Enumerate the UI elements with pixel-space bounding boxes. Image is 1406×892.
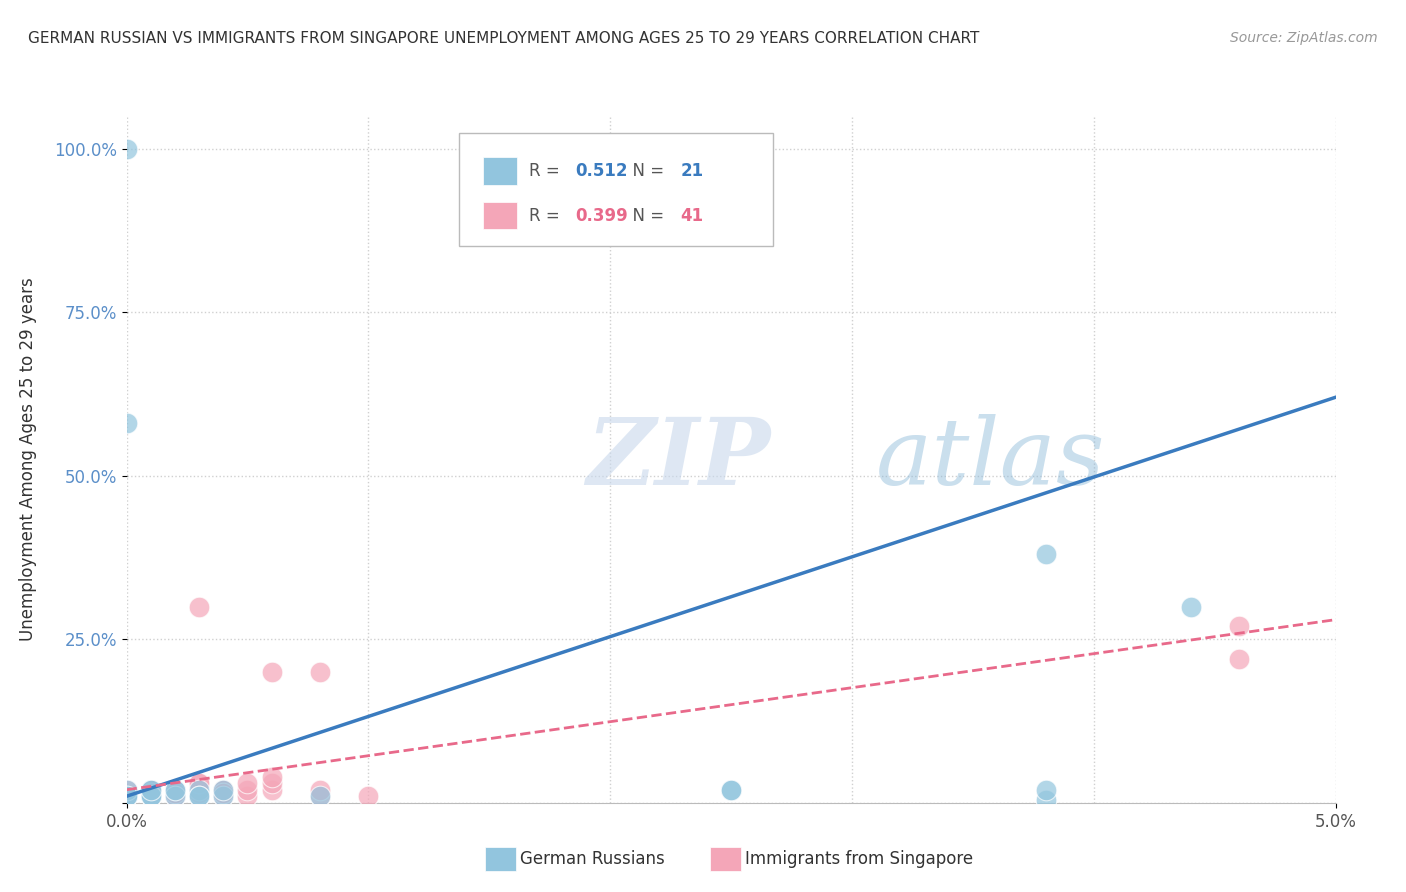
Point	[212, 786, 235, 800]
Point	[1227, 619, 1250, 633]
Text: 0.399: 0.399	[575, 207, 628, 225]
Point	[212, 782, 235, 797]
Point	[163, 782, 186, 797]
Text: 0.512: 0.512	[575, 162, 627, 180]
Point	[1180, 599, 1202, 614]
Point	[163, 782, 186, 797]
Text: Immigrants from Singapore: Immigrants from Singapore	[745, 850, 973, 868]
Point	[139, 782, 162, 797]
Text: 41: 41	[681, 207, 703, 225]
Point	[188, 776, 211, 790]
Point	[188, 789, 211, 804]
FancyBboxPatch shape	[458, 133, 773, 246]
Text: R =: R =	[529, 162, 565, 180]
Point	[139, 789, 162, 804]
Point	[115, 142, 138, 156]
Point	[236, 782, 259, 797]
Point	[1227, 652, 1250, 666]
Point	[188, 776, 211, 790]
Point	[139, 782, 162, 797]
Bar	[484, 202, 517, 229]
Point	[139, 789, 162, 804]
Point	[139, 782, 162, 797]
Text: 21: 21	[681, 162, 703, 180]
Text: atlas: atlas	[876, 415, 1105, 504]
Point	[139, 786, 162, 800]
Point	[139, 789, 162, 804]
Point	[212, 782, 235, 797]
Point	[260, 770, 283, 784]
Point	[260, 782, 283, 797]
Point	[188, 782, 211, 797]
Point	[115, 782, 138, 797]
Point	[260, 776, 283, 790]
Point	[115, 782, 138, 797]
Point	[1035, 792, 1057, 806]
Point	[163, 786, 186, 800]
Point	[115, 417, 138, 431]
Point	[357, 789, 380, 804]
Point	[212, 789, 235, 804]
Point	[188, 789, 211, 804]
Point	[309, 782, 332, 797]
Point	[309, 665, 332, 679]
Point	[115, 789, 138, 804]
Point	[212, 782, 235, 797]
Point	[163, 782, 186, 797]
Point	[163, 789, 186, 804]
Point	[139, 789, 162, 804]
Point	[260, 665, 283, 679]
Point	[236, 776, 259, 790]
Point	[188, 782, 211, 797]
Point	[115, 789, 138, 804]
Point	[212, 789, 235, 804]
Point	[115, 789, 138, 804]
Point	[163, 789, 186, 804]
Text: German Russians: German Russians	[520, 850, 665, 868]
Point	[188, 599, 211, 614]
Point	[139, 782, 162, 797]
Text: ZIP: ZIP	[586, 415, 770, 504]
Point	[720, 782, 742, 797]
Point	[309, 789, 332, 804]
Point	[115, 789, 138, 804]
Point	[139, 789, 162, 804]
Point	[188, 789, 211, 804]
Text: GERMAN RUSSIAN VS IMMIGRANTS FROM SINGAPORE UNEMPLOYMENT AMONG AGES 25 TO 29 YEA: GERMAN RUSSIAN VS IMMIGRANTS FROM SINGAP…	[28, 31, 980, 46]
Text: Source: ZipAtlas.com: Source: ZipAtlas.com	[1230, 31, 1378, 45]
Text: R =: R =	[529, 207, 565, 225]
Point	[720, 782, 742, 797]
Text: N =: N =	[623, 207, 669, 225]
Point	[139, 782, 162, 797]
Point	[1035, 547, 1057, 561]
Point	[309, 789, 332, 804]
Point	[188, 782, 211, 797]
Point	[1035, 782, 1057, 797]
Point	[188, 786, 211, 800]
Point	[163, 782, 186, 797]
Bar	[484, 157, 517, 185]
Text: N =: N =	[623, 162, 669, 180]
Point	[163, 789, 186, 804]
Y-axis label: Unemployment Among Ages 25 to 29 years: Unemployment Among Ages 25 to 29 years	[20, 277, 37, 641]
Point	[139, 789, 162, 804]
Point	[163, 782, 186, 797]
Point	[236, 789, 259, 804]
